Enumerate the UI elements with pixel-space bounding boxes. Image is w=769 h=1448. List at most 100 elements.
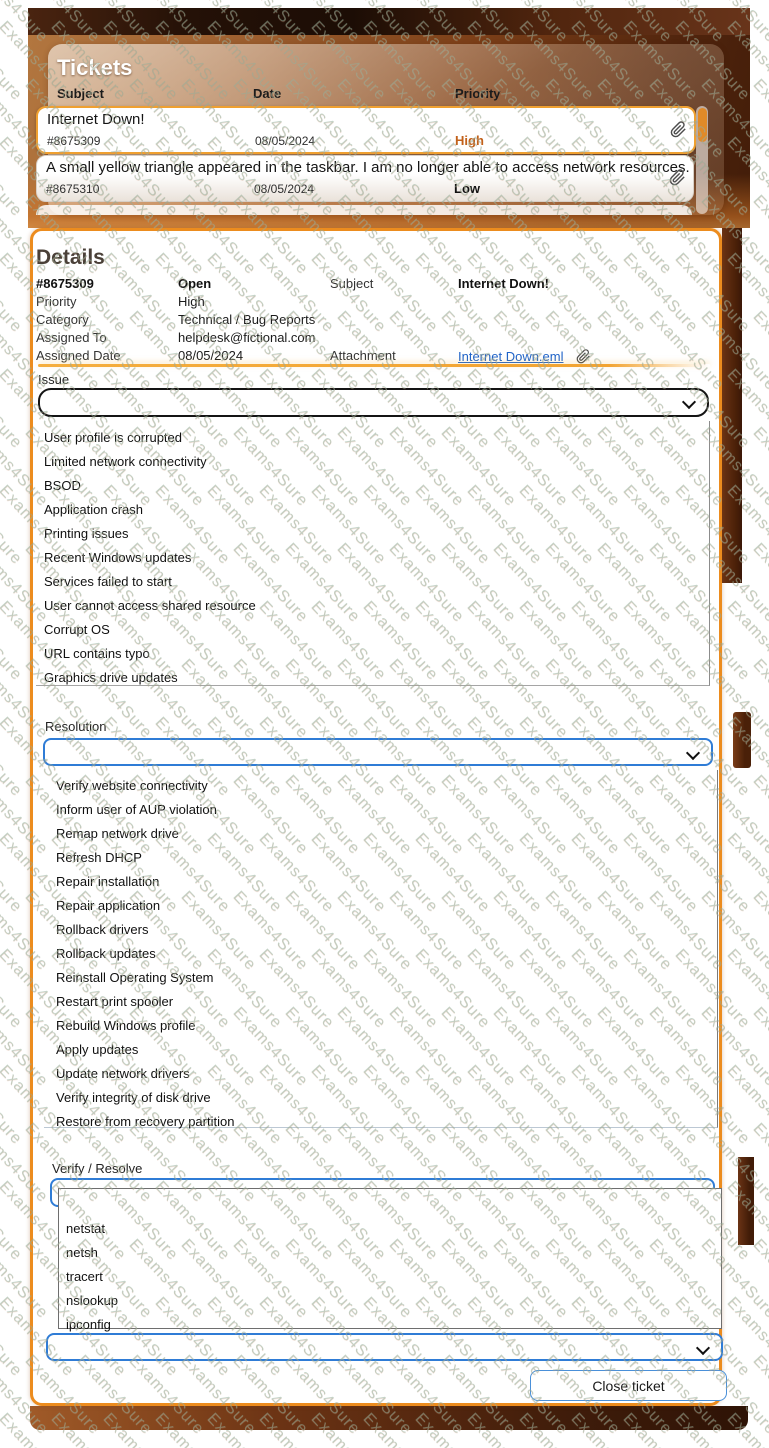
issue-label: Issue <box>38 372 70 387</box>
chevron-down-icon <box>685 745 701 761</box>
column-header-subject: Subject <box>57 86 104 101</box>
ticket-priority: High <box>455 133 484 148</box>
watermark-text: Exams4Sure <box>749 424 769 510</box>
option[interactable]: Reinstall Operating System <box>56 970 214 985</box>
option[interactable]: Verify website connectivity <box>56 778 208 793</box>
watermark-text: Exams4Sure <box>0 1294 26 1380</box>
option[interactable]: Printing issues <box>44 526 129 541</box>
watermark-text: Exams4Sure <box>749 888 769 974</box>
watermark-text: Exams4Sure <box>749 772 769 858</box>
verify-options-popup: netstat netsh tracert nslookup ipconfig <box>58 1188 722 1332</box>
ticket-date: 08/05/2024 <box>255 134 316 148</box>
option[interactable]: netsh <box>66 1245 98 1260</box>
option[interactable]: BSOD <box>44 478 81 493</box>
option[interactable]: Repair installation <box>56 874 160 889</box>
option[interactable]: Verify integrity of disk drive <box>56 1090 211 1105</box>
option[interactable]: User cannot access shared resource <box>44 598 256 613</box>
watermark-text: Exams4Sure <box>0 250 26 336</box>
attachment-link[interactable]: Internet Down.eml <box>458 349 564 364</box>
resolution-scroll-fragment <box>733 712 751 768</box>
watermark-text: Exams4Sure <box>749 0 769 46</box>
watermark-text: Exams4Sure <box>723 1062 769 1148</box>
watermark-text: Exams4Sure <box>749 1236 769 1322</box>
verify-scroll-fragment <box>738 1157 754 1245</box>
detail-value-assigned-date: 08/05/2024 <box>178 348 244 363</box>
close-ticket-label: Close ticket <box>592 1377 665 1394</box>
watermark-text: Exams4Sure <box>0 946 26 1032</box>
detail-label-assigned-to: Assigned To <box>36 330 107 345</box>
detail-subject-value: Internet Down! <box>458 276 549 291</box>
option[interactable]: User profile is corrupted <box>44 430 182 445</box>
resolution-label: Resolution <box>45 719 107 734</box>
option[interactable]: Refresh DHCP <box>56 850 142 865</box>
option[interactable]: Application crash <box>44 502 143 517</box>
detail-label-priority: Priority <box>36 294 77 309</box>
detail-value-category: Technical / Bug Reports <box>178 312 316 327</box>
ticket-row-partial[interactable] <box>36 205 692 215</box>
resolution-select[interactable] <box>43 738 713 766</box>
detail-value-assigned-to: helpdesk@fictional.com <box>178 330 316 345</box>
watermark-text: Exams4Sure <box>723 830 769 916</box>
watermark-text: Exams4Sure <box>0 1178 26 1264</box>
ticket-date: 08/05/2024 <box>254 182 315 196</box>
column-header-date: Date <box>253 86 282 101</box>
watermark-text: Exams4Sure <box>749 1004 769 1090</box>
verify-select-secondary[interactable] <box>46 1333 723 1361</box>
attachment-row: Internet Down.eml <box>458 348 591 369</box>
option[interactable]: Rollback drivers <box>56 922 149 937</box>
option[interactable]: ipconfig <box>66 1317 111 1332</box>
option[interactable]: Recent Windows updates <box>44 550 192 565</box>
watermark-text: Exams4Sure <box>0 714 26 800</box>
watermark-text: Exams4Sure <box>0 366 26 452</box>
watermark-text: Exams4Sure <box>749 656 769 742</box>
option[interactable]: URL contains typo <box>44 646 150 661</box>
option[interactable]: tracert <box>66 1269 103 1284</box>
ticket-id: #8675309 <box>47 134 101 148</box>
option[interactable]: Rollback updates <box>56 946 156 961</box>
watermark-text: Exams4Sure <box>0 1062 26 1148</box>
ticket-subject: A small yellow triangle appeared in the … <box>46 159 690 176</box>
watermark-text: Exams4Sure <box>723 598 769 684</box>
option-blank[interactable] <box>59 1193 721 1217</box>
option[interactable]: nslookup <box>66 1293 119 1308</box>
option[interactable]: Restore from recovery partition <box>56 1114 235 1129</box>
issue-options-popup: User profile is corrupted Limited network… <box>36 421 710 686</box>
option[interactable]: Repair application <box>56 898 161 913</box>
issue-select[interactable] <box>38 388 709 417</box>
ticket-priority: Low <box>454 181 480 196</box>
detail-label-assigned-date: Assigned Date <box>36 348 121 363</box>
close-ticket-button[interactable]: Close ticket <box>530 1370 727 1401</box>
detail-attachment-label: Attachment <box>330 348 396 363</box>
option[interactable]: Remap network drive <box>56 826 179 841</box>
resolution-options-popup: Verify website connectivity Inform user o… <box>44 770 718 1129</box>
watermark-text: Exams4Sure <box>749 308 769 394</box>
tickets-title: Tickets <box>57 55 133 80</box>
option[interactable]: Update network drivers <box>56 1066 190 1081</box>
ticket-row-selected[interactable]: Internet Down! #8675309 08/05/2024 High <box>36 106 696 154</box>
watermark-text: Exams4Sure <box>749 540 769 626</box>
detail-ticket-id: #8675309 <box>36 276 94 291</box>
option[interactable]: Limited network connectivity <box>44 454 207 469</box>
detail-label-category: Category <box>36 312 89 327</box>
column-header-priority: Priority <box>455 86 501 101</box>
bottom-brown-bar <box>30 1406 748 1430</box>
option[interactable]: netstat <box>66 1221 106 1236</box>
watermark-text: Exams4Sure <box>0 830 26 916</box>
ticket-row[interactable]: A small yellow triangle appeared in the … <box>36 155 694 202</box>
option[interactable]: Graphics drive updates <box>44 670 178 685</box>
option[interactable]: Apply updates <box>56 1042 139 1057</box>
option[interactable]: Corrupt OS <box>44 622 110 637</box>
option[interactable]: Restart print spooler <box>56 994 174 1009</box>
watermark-text: Exams4Sure <box>723 1294 769 1380</box>
chevron-down-icon <box>681 394 697 410</box>
option[interactable]: Rebuild Windows profile <box>56 1018 196 1033</box>
ticket-subject: Internet Down! <box>47 111 145 128</box>
watermark-text: Exams4Sure <box>749 1352 769 1438</box>
tickets-scrollbar-thumb[interactable] <box>698 108 707 142</box>
top-dark-bar <box>28 8 750 35</box>
detail-subject-label: Subject <box>330 276 374 291</box>
option[interactable]: Services failed to start <box>44 574 172 589</box>
option[interactable]: Inform user of AUP violation <box>56 802 217 817</box>
details-scrollbar-column[interactable] <box>722 228 742 583</box>
